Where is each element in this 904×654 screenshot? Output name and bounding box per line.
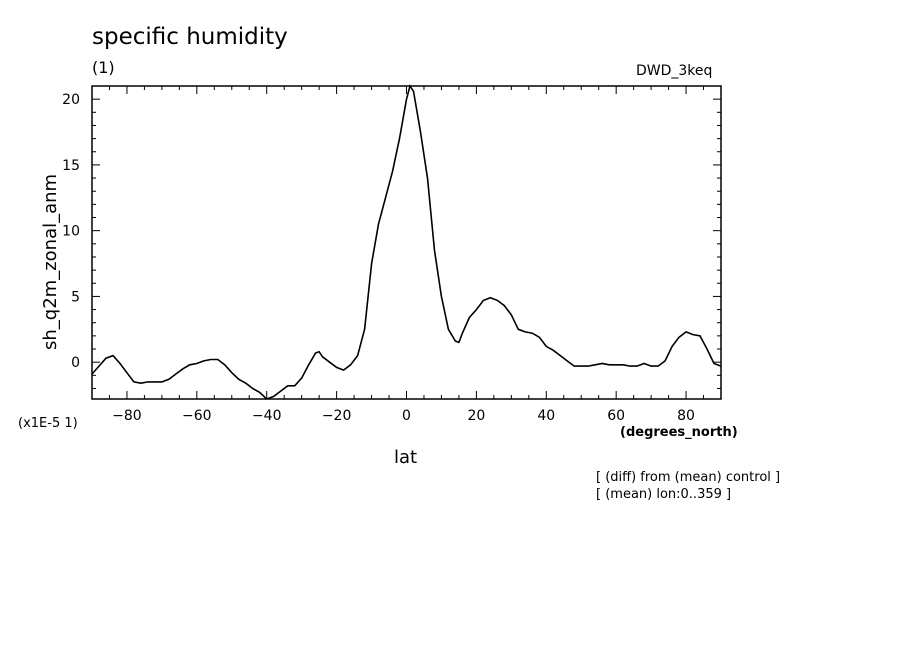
x-tick-label: 80 — [677, 408, 695, 424]
x-tick-label: 0 — [402, 408, 411, 424]
x-axis-label: lat — [394, 447, 418, 468]
tick-labels: −80 −60 −40 −20 0 20 40 60 80 0 5 10 15 20 — [62, 92, 695, 424]
dataset-label: DWD_3keq — [636, 63, 713, 79]
y-tick-label: 15 — [62, 158, 80, 174]
x-tick-label: 60 — [607, 408, 625, 424]
note-mean: [ (mean) lon:0..359 ] — [596, 487, 732, 502]
x-tick-label: −40 — [252, 408, 282, 424]
y-tick-label: 0 — [71, 355, 80, 371]
x-tick-label: 20 — [467, 408, 485, 424]
y-tick-label: 5 — [71, 289, 80, 305]
series-line — [91, 84, 722, 400]
chart-subtitle: (1) — [92, 58, 115, 77]
y-tick-label: 20 — [62, 92, 80, 108]
y-tick-label: 10 — [62, 224, 80, 240]
x-tick-label: −60 — [182, 408, 212, 424]
y-scale-label: (x1E-5 1) — [18, 416, 78, 431]
x-axis-units: (degrees_north) — [620, 425, 738, 440]
plot-frame — [91, 85, 722, 400]
x-tick-label: 40 — [537, 408, 555, 424]
x-tick-label: −80 — [112, 408, 142, 424]
x-tick-label: −20 — [322, 408, 352, 424]
chart-title: specific humidity — [92, 24, 288, 50]
note-diff: [ (diff) from (mean) control ] — [596, 470, 781, 485]
axis-ticks — [91, 85, 722, 399]
